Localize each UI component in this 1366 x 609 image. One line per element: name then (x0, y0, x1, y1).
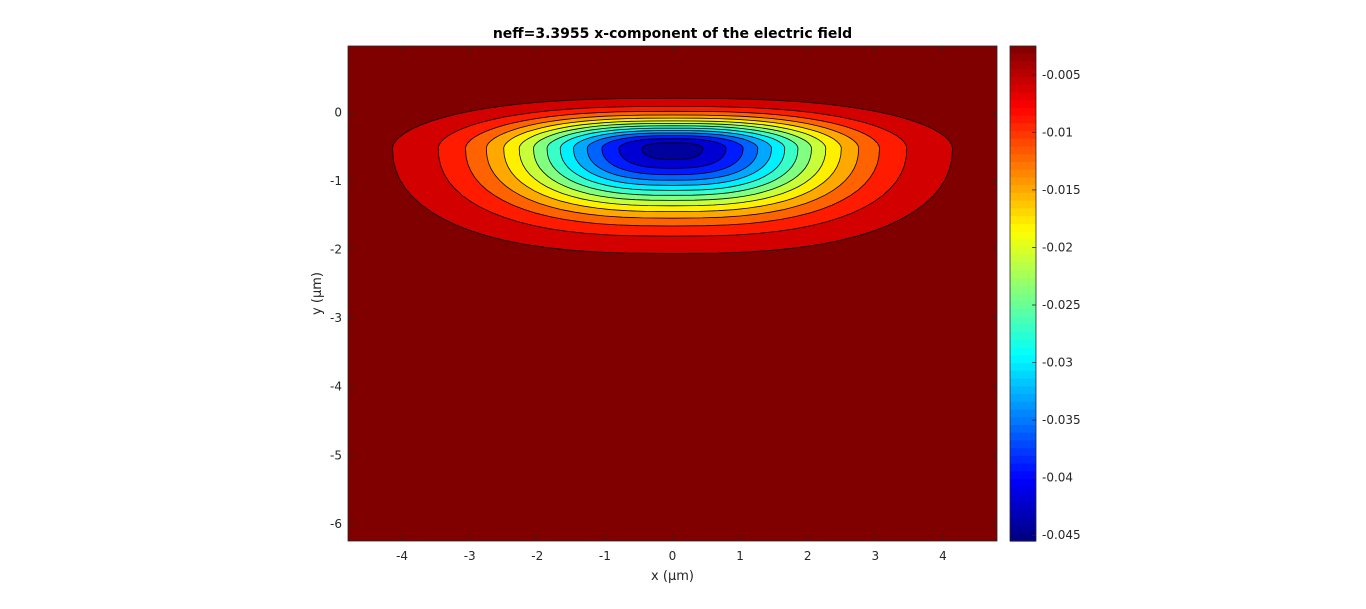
colorbar-segment (1010, 347, 1036, 356)
colorbar-segment (1010, 254, 1036, 264)
colorbar-segment (1010, 332, 1036, 341)
colorbar-tick-label: -0.045 (1042, 528, 1081, 542)
y-tick-label: -3 (330, 311, 342, 325)
colorbar-segment (1010, 92, 1036, 101)
colorbar-segment (1010, 100, 1036, 109)
colorbar-tick-label: -0.04 (1042, 471, 1073, 485)
colorbar-segment (1010, 370, 1036, 380)
colorbar-segment (1010, 239, 1036, 248)
y-tick-label: -6 (330, 517, 342, 531)
colorbar-segment (1010, 517, 1036, 527)
colorbar-segment (1010, 53, 1036, 63)
x-axis: -4 -3 -2 -1 0 1 2 3 4 (396, 46, 947, 563)
y-tick-label: -5 (330, 448, 342, 462)
x-tick-label: -2 (531, 549, 543, 563)
x-tick-label: 2 (804, 549, 812, 563)
colorbar-tick-label: -0.02 (1042, 240, 1073, 254)
colorbar-segment (1010, 510, 1036, 519)
colorbar-frame (1009, 45, 1037, 542)
x-tick-label: -1 (599, 549, 611, 563)
y-axis-label: y (µm) (310, 272, 325, 315)
colorbar-segment (1010, 115, 1036, 124)
colorbar-segment (1010, 200, 1036, 210)
colorbar-segment (1010, 185, 1036, 194)
colorbar-segment (1010, 208, 1036, 217)
colorbar-segment (1010, 61, 1036, 70)
y-tick-label: -2 (330, 243, 342, 257)
colorbar-segment (1010, 525, 1036, 534)
colorbar-segment (1010, 424, 1036, 434)
colorbar-segment (1010, 278, 1036, 287)
colorbar-segment (1010, 247, 1036, 256)
colorbar-tick-label: -0.025 (1042, 298, 1081, 312)
x-tick-label: 3 (871, 549, 879, 563)
colorbar-segment (1010, 440, 1036, 449)
colorbar-segment (1010, 169, 1036, 179)
colorbar-segment (1010, 494, 1036, 503)
colorbar-segment (1010, 378, 1036, 387)
plot-area (347, 45, 998, 542)
colorbar-segment (1010, 192, 1036, 202)
colorbar-tick-label: -0.01 (1042, 125, 1073, 139)
colorbar-tick-label: -0.015 (1042, 183, 1081, 197)
colorbar-segment (1010, 432, 1036, 442)
colorbar-segment (1010, 339, 1036, 349)
y-tick-label: -1 (330, 174, 342, 188)
colorbar-segment (1010, 285, 1036, 295)
y-tick-label: 0 (334, 106, 342, 120)
colorbar-segment (1010, 293, 1036, 302)
colorbar-segment (1010, 146, 1036, 155)
colorbar-segment (1010, 401, 1036, 411)
colorbar-segment (1010, 138, 1036, 148)
colorbar-segment (1010, 131, 1036, 140)
x-tick-label: 4 (939, 549, 947, 563)
colorbar-segment (1010, 455, 1036, 465)
y-axis: 0 -1 -2 -3 -4 -5 -6 (330, 106, 997, 531)
colorbar-segment (1010, 486, 1036, 496)
colorbar-segment (1010, 386, 1036, 395)
colorbar-segment (1010, 533, 1036, 542)
colorbar-segment (1010, 355, 1036, 364)
colorbar-segment (1010, 84, 1036, 94)
colorbar-segment (1010, 231, 1036, 240)
colorbar-segment (1010, 394, 1036, 403)
colorbar-segment (1010, 363, 1036, 372)
colorbar-tick-label: -0.03 (1042, 356, 1073, 370)
colorbar-segment (1010, 324, 1036, 333)
colorbar-tick-label: -0.005 (1042, 68, 1081, 82)
colorbar-segment (1010, 448, 1036, 457)
colorbar-segment (1010, 463, 1036, 472)
x-tick-label: 0 (669, 549, 677, 563)
colorbar-segment (1010, 69, 1036, 78)
colorbar: -0.005 -0.01 -0.015 -0.02 -0.025 -0.03 -0.035 -… (1009, 45, 1081, 542)
colorbar-segment (1010, 471, 1036, 480)
colorbar-segment (1010, 177, 1036, 186)
colorbar-segment (1010, 262, 1036, 271)
y-tick-label: -4 (330, 380, 342, 394)
colorbar-segment (1010, 417, 1036, 426)
colorbar-segment (1010, 308, 1036, 318)
x-tick-label: -4 (396, 549, 408, 563)
colorbar-segment (1010, 46, 1036, 55)
x-tick-label: 1 (736, 549, 744, 563)
colorbar-segment (1010, 76, 1036, 86)
colorbar-segment (1010, 316, 1036, 326)
colorbar-segment (1010, 154, 1036, 163)
colorbar-segment (1010, 223, 1036, 233)
colorbar-tick-label: -0.035 (1042, 413, 1081, 427)
colorbar-segment (1010, 123, 1036, 132)
chart-title: neff=3.3955 x-component of the electric … (493, 26, 852, 42)
contour-band (641, 142, 704, 161)
colorbar-segment (1010, 479, 1036, 488)
colorbar-segment (1010, 216, 1036, 225)
x-axis-label: x (µm) (651, 569, 694, 584)
x-tick-label: -3 (464, 549, 476, 563)
colorbar-segment (1010, 301, 1036, 310)
colorbar-segment (1010, 409, 1036, 418)
colorbar-segment (1010, 270, 1036, 279)
colorbar-segment (1010, 162, 1036, 171)
colorbar-segment (1010, 502, 1036, 511)
colorbar-segment (1010, 107, 1036, 117)
